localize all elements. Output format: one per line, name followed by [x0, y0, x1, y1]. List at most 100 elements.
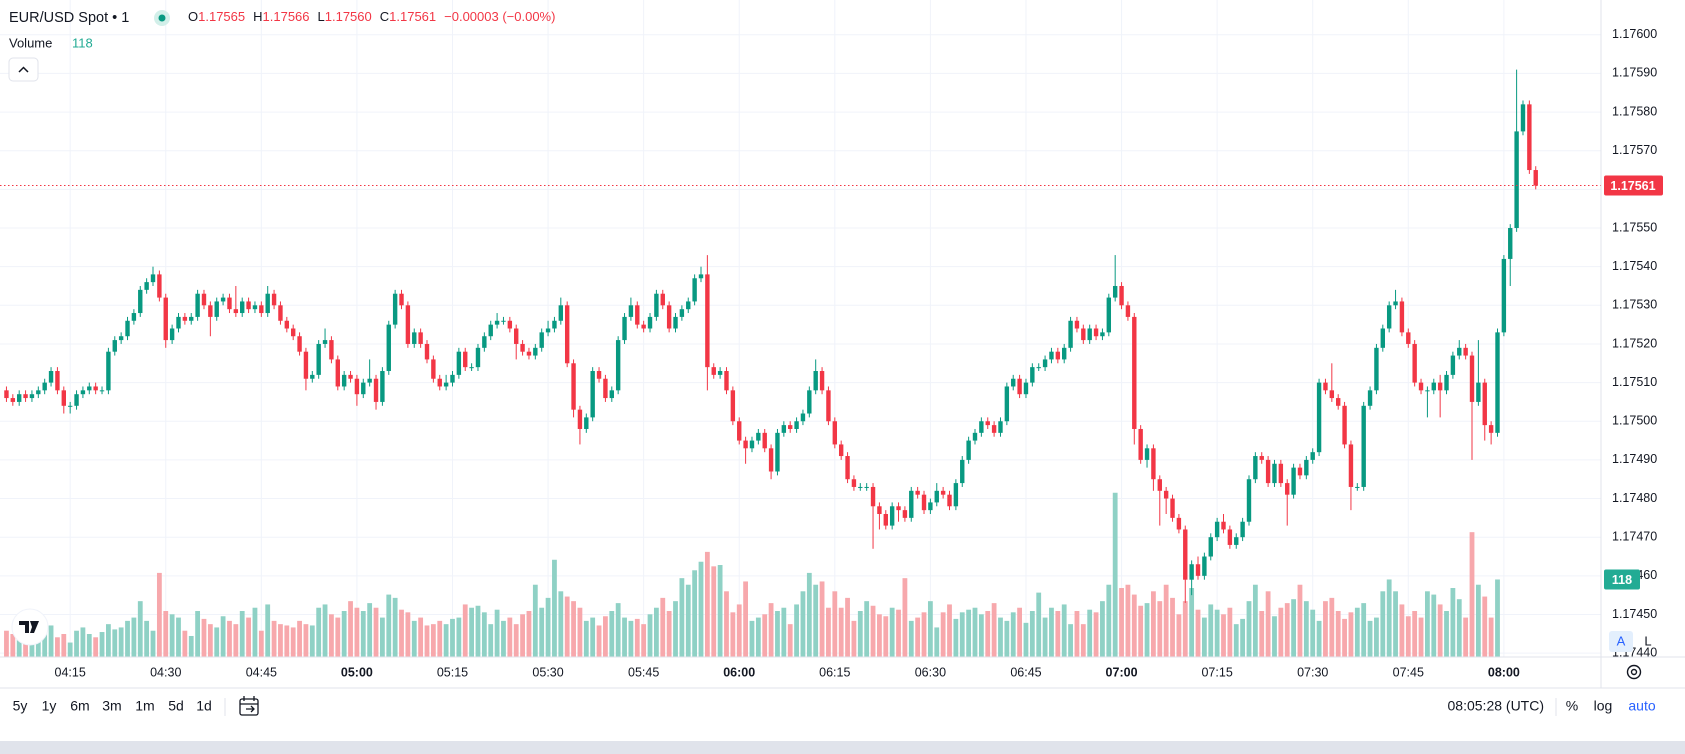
candle-body: [845, 456, 850, 480]
range-button[interactable]: 6m: [70, 698, 89, 714]
volume-bar: [271, 620, 277, 657]
candle-body: [915, 490, 920, 495]
volume-bar: [775, 611, 780, 657]
candle-body: [1023, 382, 1029, 395]
candle-body: [1431, 382, 1436, 391]
volume-bar: [755, 617, 761, 657]
volume-bar: [284, 625, 290, 657]
range-button[interactable]: 1m: [135, 698, 154, 714]
candle-body: [717, 371, 723, 375]
candle-body: [144, 282, 149, 290]
volume-bar: [603, 616, 608, 657]
candle-body: [545, 328, 551, 333]
range-button[interactable]: 1d: [196, 698, 212, 714]
y-tick-label: 1.17490: [1612, 452, 1657, 466]
candle-body: [705, 274, 710, 368]
candle-body: [1259, 456, 1264, 460]
volume-bar: [1380, 591, 1386, 657]
candle-body: [138, 289, 143, 314]
lock-scale-label[interactable]: L: [1644, 633, 1651, 648]
symbol-title[interactable]: EUR/USD Spot • 1: [9, 10, 129, 26]
candle-body: [1342, 405, 1347, 445]
volume-bar: [246, 617, 251, 657]
x-tick-label: 07:15: [1201, 665, 1232, 679]
logo-circle: [11, 608, 49, 646]
volume-bar: [348, 601, 353, 657]
candle-body: [603, 378, 608, 399]
goto-date-icon[interactable]: [239, 696, 259, 716]
candle-body: [1304, 459, 1309, 476]
volume-bar: [258, 630, 264, 657]
volume-bar: [156, 572, 162, 657]
volume-bar: [176, 617, 181, 657]
candle-body: [533, 347, 538, 356]
volume-bar: [571, 601, 576, 657]
volume-bar: [201, 618, 207, 657]
volume-bar: [443, 624, 449, 657]
auto-toggle[interactable]: auto: [1628, 698, 1655, 714]
range-button[interactable]: 1y: [42, 698, 57, 714]
legend-value: 1.17560: [325, 9, 372, 24]
volume-bar: [1170, 597, 1175, 657]
volume-bar: [1329, 597, 1335, 657]
volume-bar: [1074, 611, 1080, 657]
candle-body: [1195, 564, 1201, 576]
candle-body: [36, 390, 41, 395]
tv-logo[interactable]: [11, 608, 49, 646]
volume-bar: [1316, 620, 1322, 657]
candle-body: [1157, 479, 1162, 491]
bottom-strip: [0, 741, 1685, 754]
candle-body: [1399, 301, 1405, 333]
candle-body: [399, 293, 404, 306]
candle-body: [851, 479, 857, 487]
collapse-button[interactable]: [8, 57, 39, 82]
candle-body: [985, 421, 990, 426]
volume-bar: [112, 629, 118, 657]
candle-body: [953, 483, 959, 507]
candle-body: [482, 336, 487, 348]
candle-body: [303, 351, 309, 379]
range-button[interactable]: 3m: [102, 698, 121, 714]
candle-body: [1055, 351, 1061, 360]
candle-body: [1463, 347, 1468, 356]
volume-bar: [679, 578, 685, 657]
settings-icon[interactable]: [1626, 664, 1642, 680]
candle-body: [329, 340, 334, 360]
candle-body: [743, 440, 748, 449]
volume-bar: [545, 597, 551, 657]
candle-body: [93, 386, 98, 391]
log-toggle[interactable]: log: [1594, 698, 1613, 714]
volume-bar: [61, 634, 67, 657]
volume-bar: [405, 612, 411, 657]
volume-bar: [48, 625, 54, 657]
volume-bar: [1004, 620, 1010, 657]
volume-bar: [188, 635, 194, 657]
candle-body: [1278, 463, 1284, 484]
candle-body: [475, 347, 481, 368]
candle-body: [564, 305, 570, 364]
volume-bar: [1303, 601, 1309, 657]
candle-body: [361, 382, 366, 395]
range-button[interactable]: 5y: [13, 698, 28, 714]
volume-bar: [265, 604, 271, 657]
percent-toggle[interactable]: %: [1566, 698, 1578, 714]
candle-body: [979, 421, 984, 433]
candle-body: [1163, 490, 1169, 499]
volume-bar: [653, 607, 659, 657]
volume-bar: [55, 637, 60, 657]
candle-body: [762, 432, 767, 449]
candle-body: [756, 432, 761, 441]
volume-bar: [1469, 532, 1475, 657]
volume-bar: [749, 620, 755, 657]
candle-body: [883, 514, 888, 526]
candle-body: [1004, 386, 1010, 422]
auto-scale-button[interactable]: [1609, 631, 1633, 652]
y-tick-label: 1.17570: [1612, 143, 1657, 157]
volume-bar: [316, 607, 322, 657]
volume-bar: [985, 611, 991, 657]
clock[interactable]: 08:05:28 (UTC): [1448, 698, 1544, 714]
range-button[interactable]: 5d: [168, 698, 184, 714]
candle-body: [1335, 398, 1341, 406]
candle-body: [902, 510, 908, 518]
candle-body: [660, 293, 665, 306]
